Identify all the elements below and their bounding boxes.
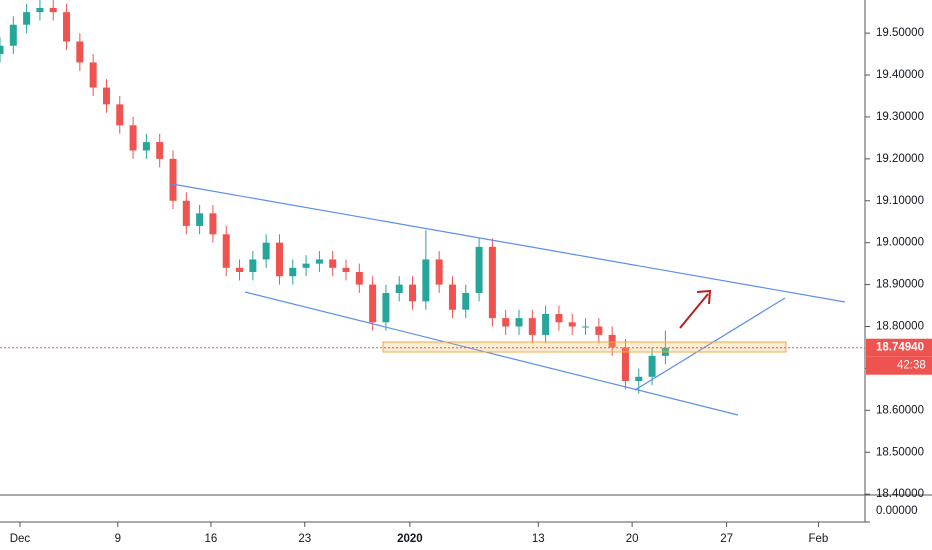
arrow-shaft [679, 293, 709, 329]
candle-body [89, 62, 97, 88]
y-tick-label: 18.40000 [876, 488, 924, 500]
y-tick-label: 19.20000 [876, 153, 924, 165]
x-tick-label: Dec [10, 533, 31, 545]
candle-body [515, 318, 523, 327]
candle-body [382, 292, 390, 323]
x-tick-label: 2020 [397, 533, 423, 545]
candle-body [635, 376, 643, 381]
candle-body [369, 284, 377, 323]
candle-body [102, 87, 110, 105]
candle-body [23, 12, 31, 25]
candle-body [555, 313, 563, 323]
candle-body [262, 242, 270, 260]
x-tick-label: Feb [809, 533, 829, 545]
x-tick-label: 16 [205, 533, 218, 545]
candle-body [49, 7, 57, 13]
candle-body [502, 318, 510, 327]
candle-body [9, 24, 17, 46]
candle-body [355, 272, 363, 285]
plot-area [0, 0, 669, 394]
candle-body [0, 45, 4, 55]
candle-body [475, 246, 483, 293]
countdown-box [866, 356, 932, 375]
candle-body [542, 313, 550, 335]
candle-body [329, 259, 337, 268]
y-tick-label: 19.40000 [876, 69, 924, 81]
candle-body [435, 259, 443, 285]
last-price-box [866, 338, 932, 357]
candle-body [116, 104, 124, 126]
candle-body [36, 7, 44, 13]
candle-body [342, 267, 350, 273]
trendline-support [634, 297, 786, 391]
y-tick-label: 18.80000 [876, 321, 924, 333]
y-tick-label: 18.60000 [876, 404, 924, 416]
support-zone [382, 341, 787, 353]
candle-body [595, 326, 603, 335]
candle-body [129, 125, 137, 151]
indicator-label: 0.00000 [876, 505, 918, 517]
candle-body [182, 200, 190, 226]
y-tick-label: 19.00000 [876, 237, 924, 249]
candle-body [76, 41, 84, 63]
candle-body [568, 322, 576, 327]
last-price-label: 18.74940 [876, 342, 924, 354]
y-tick-label: 19.30000 [876, 111, 924, 123]
candle-body [222, 234, 230, 268]
y-tick-label: 18.50000 [876, 446, 924, 458]
candle-body [142, 142, 150, 151]
y-tick-label: 19.10000 [876, 195, 924, 207]
trendline-upper [171, 183, 846, 303]
x-tick-label: 9 [115, 533, 121, 545]
y-tick-label: 18.90000 [876, 279, 924, 291]
candle-body [422, 259, 430, 302]
candle-body [528, 318, 536, 335]
y-tick-label: 19.50000 [876, 27, 924, 39]
candle-body [275, 242, 283, 277]
candle-body [409, 284, 417, 302]
candle-body [648, 355, 656, 377]
candle-body [608, 334, 616, 348]
candle-body [621, 347, 629, 381]
candle-body [289, 267, 297, 277]
candle-body [196, 213, 204, 226]
x-tick-label: 20 [626, 533, 639, 545]
trendline-lower [244, 291, 739, 416]
candle-body [488, 246, 496, 319]
candle-body [63, 12, 71, 42]
candle-body [462, 292, 470, 310]
countdown-label: 42:38 [897, 360, 926, 372]
candle-body [209, 213, 217, 235]
candle-body [582, 326, 590, 328]
arrow-head [696, 289, 712, 305]
candle-body [302, 263, 310, 268]
candle-body [169, 158, 177, 201]
candle-body [315, 259, 323, 264]
candle-body [448, 284, 456, 310]
x-tick-label: 27 [720, 533, 733, 545]
candle-body [156, 142, 164, 159]
candle-body [395, 284, 403, 293]
x-tick-label: 13 [532, 533, 545, 545]
candle-body [236, 267, 244, 273]
x-tick-label: 23 [298, 533, 311, 545]
candle-body [249, 259, 257, 273]
